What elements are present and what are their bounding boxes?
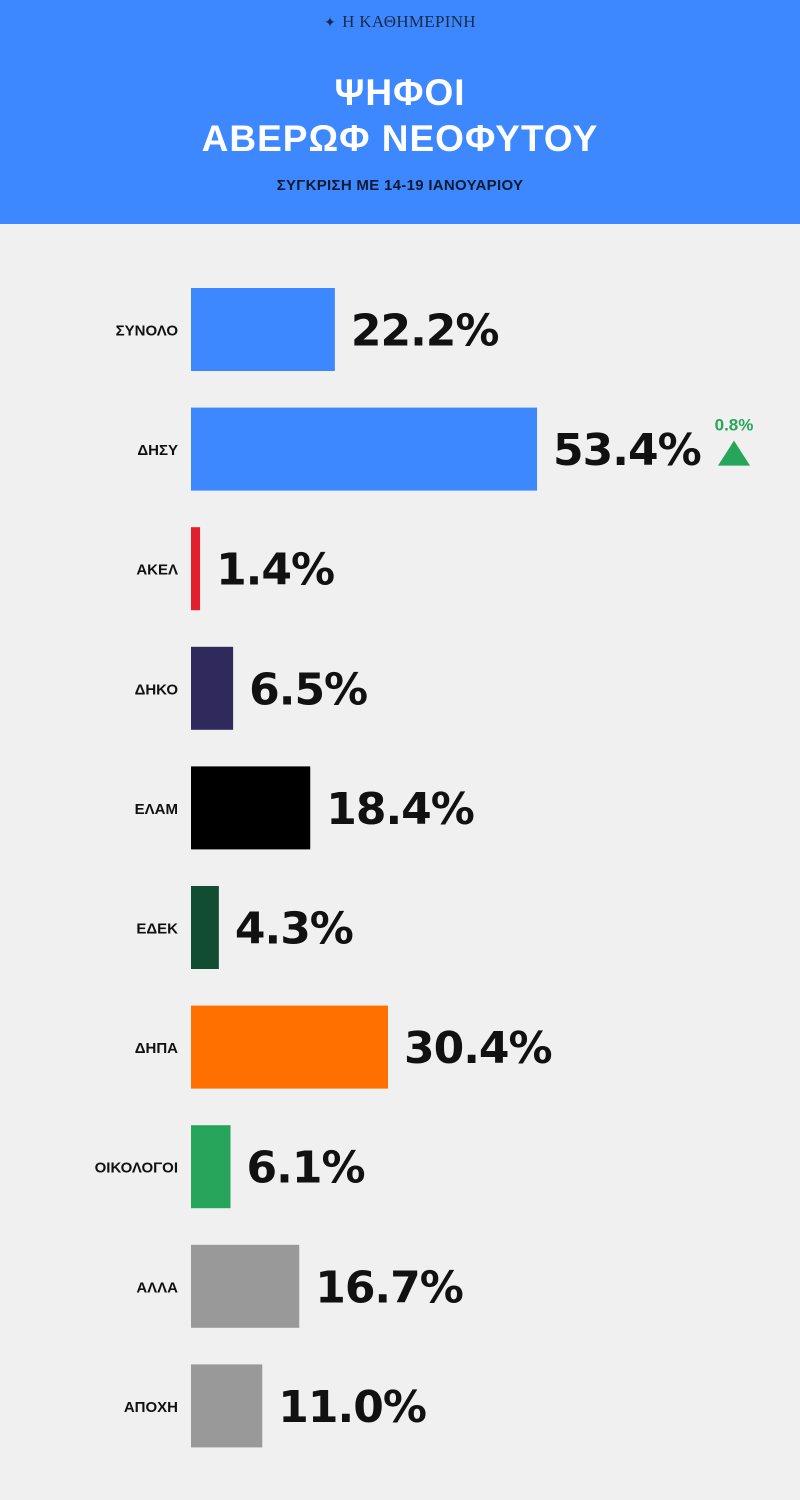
chart-title: ΨΗΦΟΙ ΑΒΕΡΩΦ ΝΕΟΦΥΤΟΥ [0, 70, 800, 162]
bar-chart: ΣΥΝΟΛΟ 22.2% ΔΗΣΥ 53.4% 0.8% ΑΚΕΛ 1.4% ΔΗΚΟ 6.5%… [95, 288, 754, 1448]
category-label: ΔΗΠΑ [135, 1040, 178, 1057]
brand-logo-icon: ✦ [324, 16, 337, 31]
category-label: ΟΙΚΟΛΟΓΟΙ [95, 1160, 178, 1177]
category-label: ΑΚΕΛ [136, 562, 178, 579]
value-label: 30.4% [404, 1023, 552, 1074]
change-label: 0.8% [715, 416, 754, 435]
chart-header: ✦ Η ΚΑΘΗΜΕΡΙΝΗ ΨΗΦΟΙ ΑΒΕΡΩΦ ΝΕΟΦΥΤΟΥ ΣΥΓΚ… [0, 0, 800, 224]
value-label: 11.0% [278, 1382, 426, 1433]
value-label: 1.4% [216, 545, 334, 596]
brand: ✦ Η ΚΑΘΗΜΕΡΙΝΗ [0, 12, 800, 32]
bar [191, 1125, 231, 1209]
category-label: ΔΗΣΥ [137, 442, 178, 459]
bar [191, 1364, 263, 1448]
chart-title-line2: ΑΒΕΡΩΦ ΝΕΟΦΥΤΟΥ [201, 118, 599, 159]
category-label: ΔΗΚΟ [135, 681, 179, 698]
category-label: ΣΥΝΟΛΟ [116, 323, 179, 340]
bar [191, 527, 201, 611]
brand-name: Η ΚΑΘΗΜΕΡΙΝΗ [342, 12, 476, 31]
bar [191, 407, 538, 491]
value-label: 22.2% [351, 306, 499, 357]
value-label: 16.7% [315, 1262, 463, 1313]
category-label: ΑΠΟΧΗ [124, 1399, 178, 1416]
value-label: 18.4% [326, 784, 474, 835]
bar [191, 1244, 300, 1328]
value-label: 4.3% [235, 904, 353, 955]
value-label: 53.4% [553, 425, 701, 476]
chart-title-line1: ΨΗΦΟΙ [334, 72, 466, 113]
bar [191, 646, 234, 730]
change-up-arrow-icon [718, 440, 750, 466]
value-label: 6.1% [247, 1143, 365, 1194]
value-label: 6.5% [249, 664, 367, 715]
category-label: ΕΔΕΚ [136, 921, 178, 938]
bar [191, 886, 219, 969]
chart-subtitle: ΣΥΓΚΡΙΣΗ ΜΕ 14-19 ΙΑΝΟΥΑΡΙΟΥ [276, 177, 524, 194]
bar [191, 766, 311, 850]
category-label: ΑΛΛΑ [136, 1279, 178, 1296]
bar [191, 1005, 388, 1089]
bar [191, 288, 335, 371]
category-label: ΕΛΑΜ [135, 801, 178, 818]
